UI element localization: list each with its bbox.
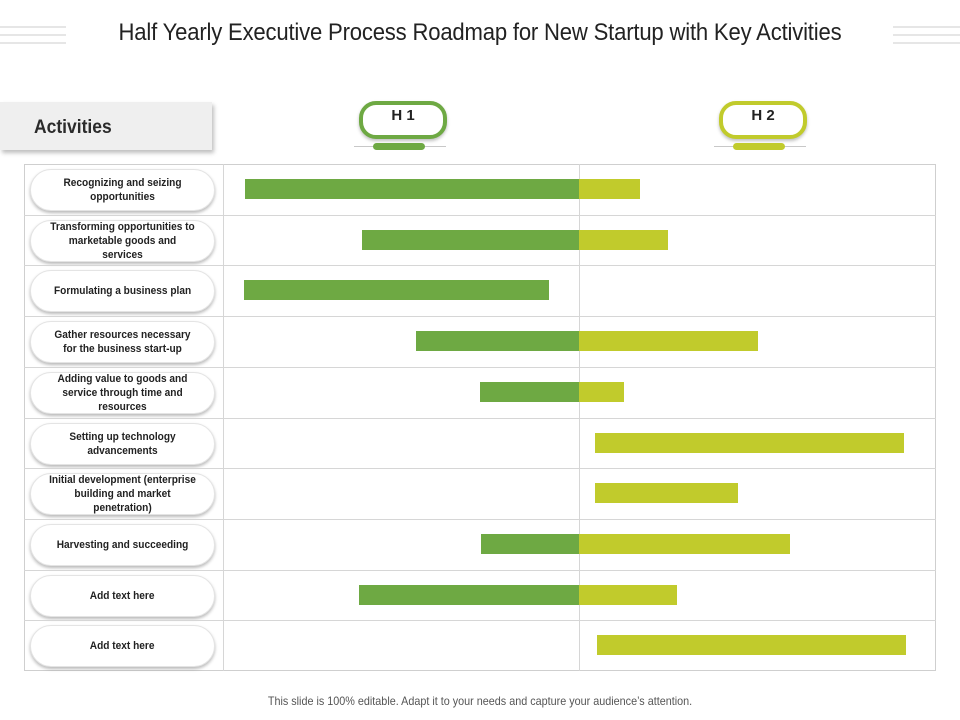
activity-label: Gather resources necessary for the busin… — [30, 321, 215, 363]
h1-bar — [358, 585, 579, 605]
roadmap-grid — [24, 164, 936, 671]
row-divider — [24, 316, 936, 317]
h2-bar — [595, 433, 904, 453]
slide-title: Half Yearly Executive Process Roadmap fo… — [118, 19, 842, 46]
period-h1-label: H 1 — [359, 101, 447, 139]
h2-bar — [579, 331, 758, 351]
title-decoration-right — [893, 34, 960, 36]
row-divider — [24, 570, 936, 571]
activity-label: Add text here — [30, 575, 215, 617]
row-divider — [24, 215, 936, 216]
period-h2-label: H 2 — [719, 101, 807, 139]
row-divider — [24, 265, 936, 266]
h1-bar — [245, 179, 579, 199]
activity-label-text: Gather resources necessary for the busin… — [54, 329, 191, 355]
activity-label: Recognizing and seizing opportunities — [30, 169, 215, 211]
activity-label-text: Transforming opportunities to marketable… — [50, 221, 195, 261]
period-h1-marker — [373, 143, 425, 150]
period-h2-marker — [733, 143, 785, 150]
activity-label: Initial development (enterprise building… — [30, 473, 215, 515]
h2-bar — [596, 635, 906, 655]
activity-label-text: Adding value to goods and service throug… — [57, 373, 188, 413]
h2-bar — [579, 179, 640, 199]
row-divider — [24, 367, 936, 368]
activity-label-text: Add text here — [90, 640, 155, 652]
h1-bar — [415, 331, 579, 351]
row-divider — [24, 620, 936, 621]
label-column-divider — [223, 164, 224, 671]
title-decoration-right — [893, 26, 960, 28]
activity-label: Transforming opportunities to marketable… — [30, 220, 215, 262]
h2-bar — [595, 483, 738, 503]
title-decoration-left — [0, 34, 66, 36]
row-divider — [24, 468, 936, 469]
activity-label: Add text here — [30, 625, 215, 667]
h1-bar — [243, 280, 549, 300]
activity-label: Harvesting and succeeding — [30, 524, 215, 566]
row-divider — [24, 519, 936, 520]
activity-label: Formulating a business plan — [30, 270, 215, 312]
activity-label-text: Formulating a business plan — [53, 285, 192, 297]
title-decoration-right — [893, 42, 960, 44]
activity-label-text: Harvesting and succeeding — [56, 539, 189, 551]
h2-bar — [579, 230, 669, 250]
h2-bar — [579, 382, 624, 402]
activity-label-text: Initial development (enterprise building… — [49, 474, 196, 514]
row-divider — [24, 418, 936, 419]
activity-label-text: Recognizing and seizing opportunities — [63, 177, 182, 203]
h1-bar — [479, 382, 579, 402]
activities-header: Activities — [0, 102, 212, 150]
activity-label: Adding value to goods and service throug… — [30, 372, 215, 414]
activity-label: Setting up technology advancements — [30, 423, 215, 465]
footer-note: This slide is 100% editable. Adapt it to… — [267, 694, 693, 708]
h1-bar — [481, 534, 579, 554]
activity-label-text: Add text here — [90, 590, 155, 602]
title-decoration-left — [0, 26, 66, 28]
title-decoration-left — [0, 42, 66, 44]
activities-header-label: Activities — [34, 117, 112, 138]
activity-label-text: Setting up technology advancements — [69, 431, 176, 457]
half-year-divider — [579, 164, 580, 671]
h2-bar — [579, 534, 790, 554]
h1-bar — [362, 230, 579, 250]
h2-bar — [579, 585, 678, 605]
